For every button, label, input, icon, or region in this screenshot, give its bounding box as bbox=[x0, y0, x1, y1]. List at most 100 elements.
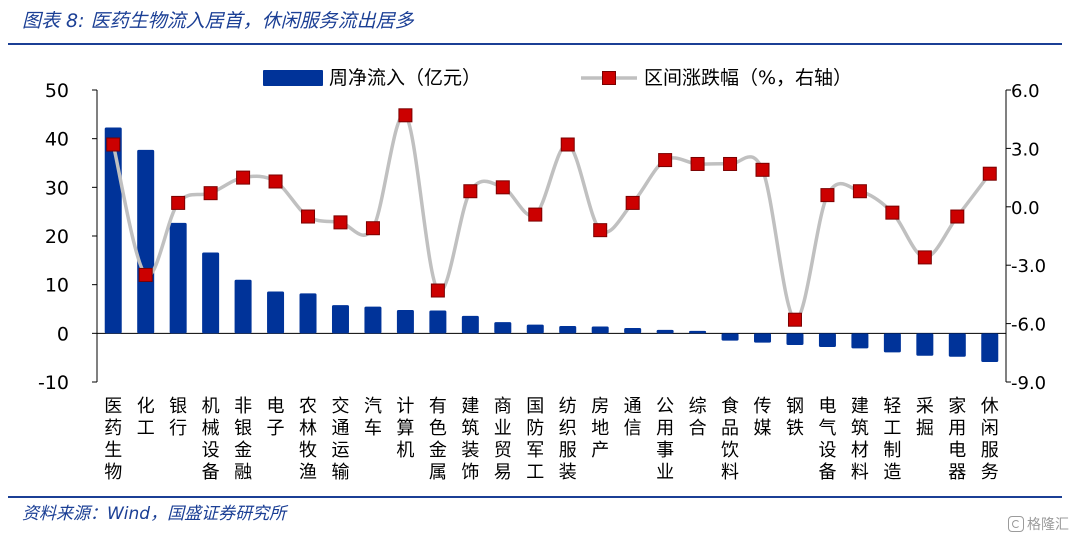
category-label: 计算机 bbox=[396, 396, 414, 461]
legend-marker-swatch bbox=[602, 71, 616, 85]
chart-svg: -10 0 10 20 30 40 50 -9.0 -6.0 -3.0 0.0 3.0 6.0 医药生物化… bbox=[38, 67, 1046, 483]
bar bbox=[948, 333, 966, 357]
category-label: 化工 bbox=[137, 396, 155, 439]
bar bbox=[721, 333, 739, 341]
category-label: 机械设备 bbox=[202, 396, 220, 483]
line-marker bbox=[690, 156, 705, 171]
bar bbox=[396, 309, 414, 334]
line-marker bbox=[268, 174, 283, 189]
bar bbox=[461, 315, 479, 334]
category-label: 食品饮料 bbox=[721, 396, 739, 483]
bar bbox=[786, 333, 804, 346]
category-label: 医药生物 bbox=[104, 396, 122, 483]
line-marker bbox=[787, 312, 802, 327]
line-marker bbox=[430, 283, 445, 298]
category-label: 电子 bbox=[267, 396, 285, 439]
bar bbox=[169, 222, 187, 334]
category-label: 纺织服装 bbox=[559, 396, 577, 483]
bar bbox=[429, 310, 447, 334]
line-marker bbox=[301, 209, 316, 224]
bar bbox=[331, 305, 349, 334]
legend-bar-swatch bbox=[263, 70, 323, 86]
bar bbox=[916, 333, 934, 356]
bar bbox=[981, 333, 999, 363]
category-label: 国防军工 bbox=[526, 396, 544, 483]
bar bbox=[137, 149, 155, 334]
bar bbox=[656, 329, 674, 334]
category-label: 轻工制造 bbox=[883, 396, 901, 483]
left-tick-label: 20 bbox=[45, 226, 69, 248]
category-label: 银行 bbox=[169, 396, 187, 439]
bar bbox=[267, 291, 285, 334]
line-marker bbox=[495, 180, 510, 195]
category-label: 公用事业 bbox=[656, 396, 674, 483]
bar bbox=[883, 333, 901, 353]
category-label: 汽车 bbox=[364, 396, 382, 439]
line-marker bbox=[723, 156, 738, 171]
right-tick-label: 3.0 bbox=[1011, 139, 1040, 160]
category-label: 房地产 bbox=[591, 396, 609, 461]
left-tick-label: 40 bbox=[45, 129, 69, 151]
category-label: 农林牧渔 bbox=[299, 396, 317, 483]
title-rule bbox=[8, 43, 1062, 45]
left-tick-label: 10 bbox=[45, 275, 69, 297]
category-label: 建筑装饰 bbox=[461, 396, 479, 483]
bar bbox=[364, 306, 382, 334]
watermark-text: 格隆汇 bbox=[1027, 517, 1069, 533]
line-marker bbox=[333, 215, 348, 230]
watermark-logo-icon bbox=[1008, 516, 1024, 532]
line-marker bbox=[236, 170, 251, 185]
bar bbox=[299, 293, 317, 334]
watermark: 格隆汇 bbox=[1008, 514, 1069, 536]
line-marker bbox=[852, 184, 867, 199]
category-label: 钢铁 bbox=[786, 396, 804, 439]
line-marker bbox=[171, 195, 186, 210]
bar bbox=[559, 326, 577, 334]
bar bbox=[104, 127, 122, 334]
line-marker bbox=[365, 221, 380, 236]
bar bbox=[624, 327, 642, 334]
line-marker bbox=[885, 205, 900, 220]
bar bbox=[754, 333, 772, 343]
right-tick-label: 6.0 bbox=[1011, 81, 1040, 102]
bar bbox=[818, 333, 836, 347]
category-label: 非银金融 bbox=[234, 396, 252, 483]
category-label: 有色金属 bbox=[429, 396, 447, 483]
right-tick-label: -6.0 bbox=[1011, 315, 1046, 336]
line-marker bbox=[398, 108, 413, 123]
legend-bar-label: 周净流入（亿元） bbox=[329, 67, 481, 89]
bar bbox=[494, 322, 512, 334]
legend-line-label: 区间涨跌幅（%，右轴） bbox=[644, 67, 852, 89]
bar bbox=[591, 326, 609, 334]
category-label: 采掘 bbox=[916, 396, 934, 439]
left-tick-label: 0 bbox=[57, 323, 69, 345]
line-marker bbox=[203, 186, 218, 201]
line-marker bbox=[982, 166, 997, 181]
line-marker bbox=[820, 188, 835, 203]
left-tick-label: -10 bbox=[38, 372, 69, 394]
line-marker bbox=[528, 207, 543, 222]
left-tick-label: 30 bbox=[45, 177, 69, 199]
category-label: 建筑材料 bbox=[851, 396, 869, 483]
category-label: 通信 bbox=[624, 396, 642, 439]
line-marker bbox=[625, 195, 640, 210]
category-label: 电气设备 bbox=[818, 396, 836, 483]
line-marker bbox=[138, 267, 153, 282]
category-label: 传媒 bbox=[754, 396, 772, 439]
right-tick-label: -9.0 bbox=[1011, 373, 1046, 394]
bar bbox=[851, 333, 869, 349]
chart-title: 图表 8: 医药生物流入居首，休闲服务流出居多 bbox=[22, 10, 414, 32]
line-marker bbox=[950, 209, 965, 224]
line-marker bbox=[593, 223, 608, 238]
bar bbox=[234, 279, 252, 334]
category-label: 综合 bbox=[689, 396, 707, 439]
right-tick-label: 0.0 bbox=[1011, 198, 1040, 219]
line-marker bbox=[917, 250, 932, 265]
line-marker bbox=[463, 184, 478, 199]
line-marker bbox=[658, 153, 673, 168]
category-label: 家用电器 bbox=[948, 396, 966, 483]
bar bbox=[202, 252, 220, 334]
right-tick-label: -3.0 bbox=[1011, 256, 1046, 277]
category-label: 休闲服务 bbox=[981, 396, 999, 483]
bar bbox=[526, 324, 544, 334]
